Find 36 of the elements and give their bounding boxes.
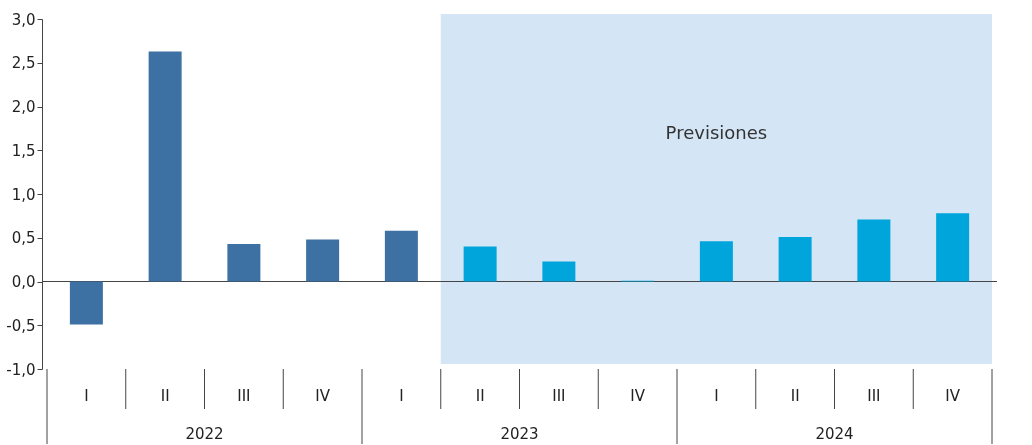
annotation: Previsiones: [665, 122, 768, 143]
x-tick-label: IV: [945, 387, 961, 405]
y-tick-label: 2,5: [11, 54, 36, 73]
y-tick-label: 0,5: [11, 229, 36, 248]
bar: [699, 241, 733, 282]
text: 2024: [815, 425, 854, 443]
bar: [936, 213, 970, 282]
x-tick-label: I: [399, 387, 404, 405]
y-tick-label: 1,0: [11, 185, 36, 204]
x-tick-label: III: [867, 387, 881, 405]
bar: [778, 236, 812, 282]
bar: [463, 246, 497, 282]
x-tick-label: I: [84, 387, 89, 405]
text: 2023: [500, 425, 539, 443]
y-tick-label: 2,0: [11, 98, 36, 116]
x-tick-label: III: [237, 387, 251, 405]
bar: [227, 243, 261, 282]
y-tick-label: 3,0: [11, 10, 36, 29]
y-tick-label: -1,0: [6, 360, 36, 379]
y-tick-label: -0,5: [6, 316, 36, 335]
bar: [306, 239, 340, 282]
bar: [384, 230, 418, 282]
x-tick-label: II: [160, 387, 170, 405]
x-tick-label: I: [714, 387, 719, 405]
x-tick-label: III: [552, 387, 566, 405]
x-tick-label: II: [790, 387, 800, 405]
x-tick-label: II: [475, 387, 485, 405]
bar: [857, 219, 891, 282]
x-tick-label: IV: [315, 387, 331, 405]
y-tick-label: 1,5: [11, 141, 36, 160]
x-tick-label: IV: [630, 387, 646, 405]
y-tick-label: 0,0: [11, 273, 36, 291]
text: 2022: [185, 425, 224, 443]
bar: [69, 281, 103, 325]
bar: [542, 261, 576, 282]
bar: [148, 51, 182, 282]
